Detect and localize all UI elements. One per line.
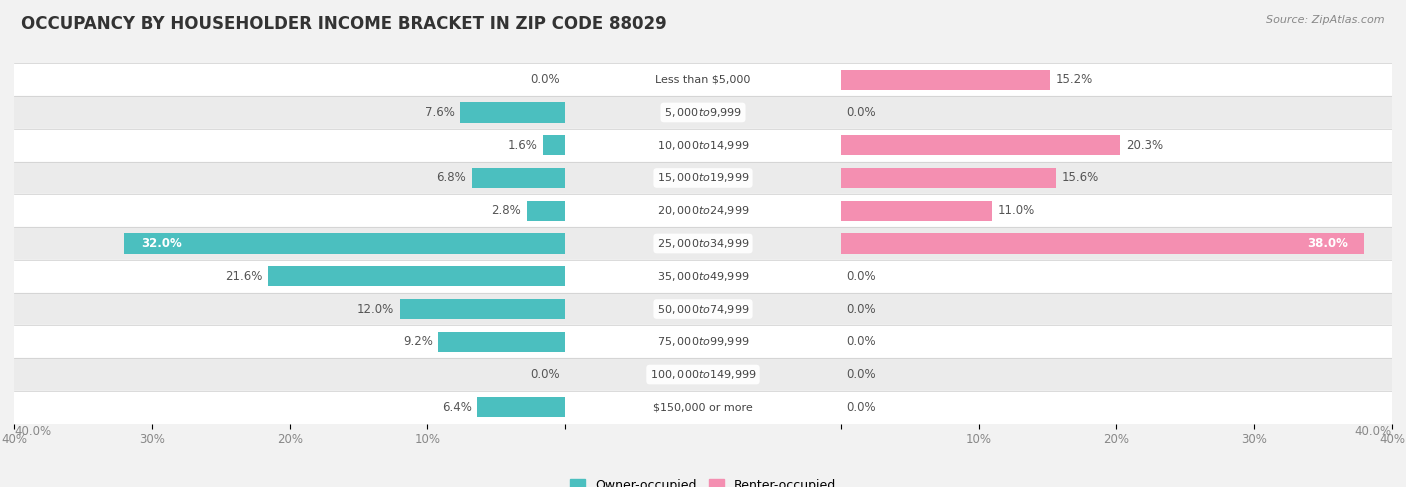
Text: 0.0%: 0.0% [846,106,876,119]
Bar [841,201,993,221]
Bar [14,96,1392,129]
Text: OCCUPANCY BY HOUSEHOLDER INCOME BRACKET IN ZIP CODE 88029: OCCUPANCY BY HOUSEHOLDER INCOME BRACKET … [21,15,666,33]
Bar [14,162,1392,194]
Bar [399,299,565,319]
Text: 38.0%: 38.0% [1308,237,1348,250]
Bar [124,233,565,254]
Text: 12.0%: 12.0% [357,302,394,316]
Text: 40.0%: 40.0% [14,425,51,438]
Text: 2.8%: 2.8% [491,204,522,217]
Text: $150,000 or more: $150,000 or more [654,402,752,412]
Text: 7.6%: 7.6% [425,106,456,119]
Text: 0.0%: 0.0% [846,368,876,381]
Text: 0.0%: 0.0% [846,302,876,316]
Bar [841,233,1364,254]
Text: 21.6%: 21.6% [225,270,262,283]
Bar [439,332,565,352]
Bar [543,135,565,155]
Text: 20.3%: 20.3% [1126,139,1163,152]
Bar [477,397,565,417]
Bar [14,325,1392,358]
Bar [14,391,1392,424]
Text: 0.0%: 0.0% [530,368,560,381]
Bar [14,358,1392,391]
Bar [461,102,565,123]
Text: Source: ZipAtlas.com: Source: ZipAtlas.com [1267,15,1385,25]
Text: 40.0%: 40.0% [1355,425,1392,438]
Bar [14,227,1392,260]
Bar [841,135,1121,155]
Bar [267,266,565,286]
Bar [14,293,1392,325]
Text: 11.0%: 11.0% [998,204,1035,217]
Bar [471,168,565,188]
Text: 0.0%: 0.0% [846,401,876,414]
Bar [14,260,1392,293]
Text: 0.0%: 0.0% [846,335,876,348]
Text: 32.0%: 32.0% [141,237,181,250]
Text: $100,000 to $149,999: $100,000 to $149,999 [650,368,756,381]
Bar [14,63,1392,96]
Text: 1.6%: 1.6% [508,139,537,152]
Bar [14,129,1392,162]
Bar [527,201,565,221]
Bar [14,194,1392,227]
Text: 6.8%: 6.8% [436,171,465,185]
Text: $25,000 to $34,999: $25,000 to $34,999 [657,237,749,250]
Text: Less than $5,000: Less than $5,000 [655,75,751,85]
Legend: Owner-occupied, Renter-occupied: Owner-occupied, Renter-occupied [565,474,841,487]
Text: 6.4%: 6.4% [441,401,471,414]
Bar [841,70,1050,90]
Bar [841,168,1056,188]
Text: 9.2%: 9.2% [404,335,433,348]
Text: $50,000 to $74,999: $50,000 to $74,999 [657,302,749,316]
Text: $20,000 to $24,999: $20,000 to $24,999 [657,204,749,217]
Text: 0.0%: 0.0% [530,73,560,86]
Text: 15.6%: 15.6% [1062,171,1098,185]
Text: 0.0%: 0.0% [846,270,876,283]
Text: $75,000 to $99,999: $75,000 to $99,999 [657,335,749,348]
Text: 15.2%: 15.2% [1056,73,1092,86]
Text: $15,000 to $19,999: $15,000 to $19,999 [657,171,749,185]
Text: $5,000 to $9,999: $5,000 to $9,999 [664,106,742,119]
Text: $10,000 to $14,999: $10,000 to $14,999 [657,139,749,152]
Text: $35,000 to $49,999: $35,000 to $49,999 [657,270,749,283]
